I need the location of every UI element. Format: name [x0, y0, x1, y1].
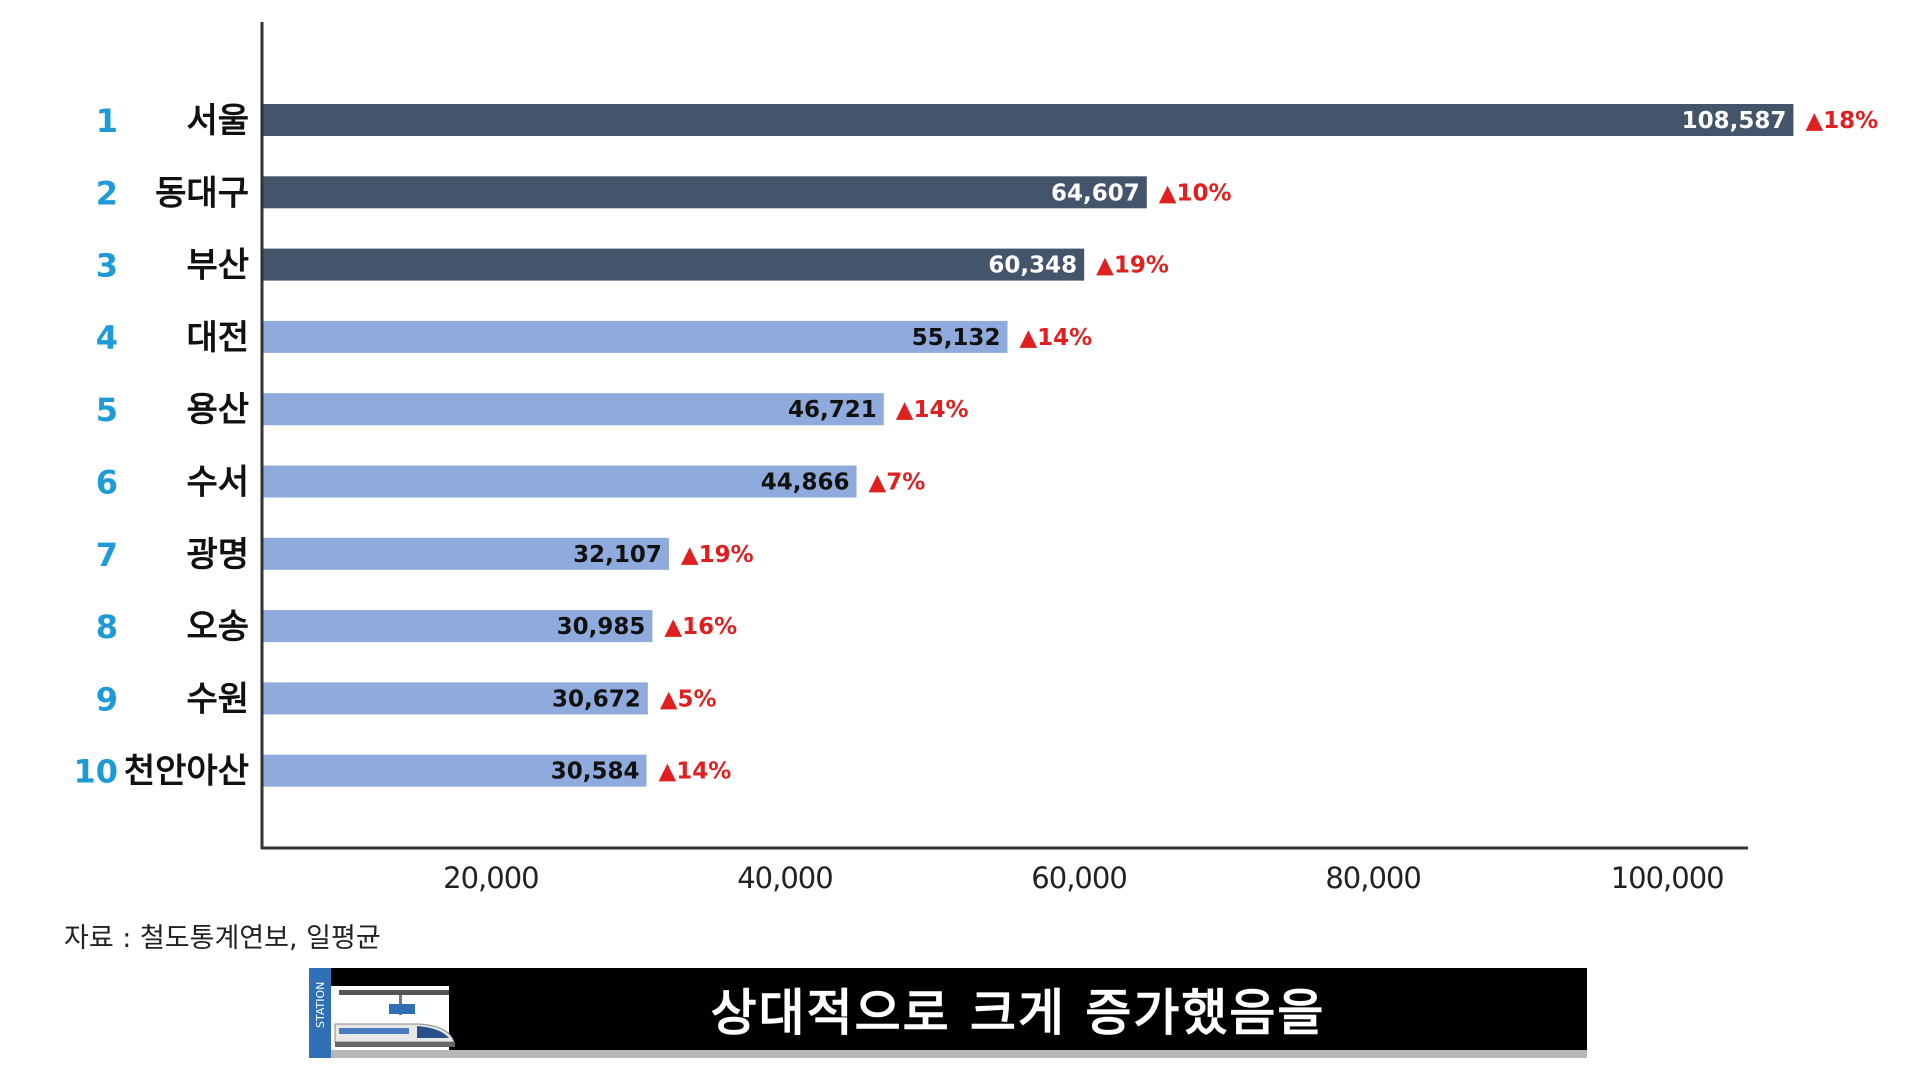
- rank-label-7: 7: [96, 536, 118, 574]
- value-label-5: 46,721: [788, 397, 877, 423]
- bar-2: [263, 176, 1147, 209]
- rank-label-9: 9: [96, 680, 118, 718]
- bar-5: [263, 393, 884, 426]
- bar-9: [263, 682, 648, 715]
- station-label-4: 대전: [186, 318, 249, 358]
- value-label-2: 64,607: [1051, 180, 1140, 206]
- train-station-icon: STATION: [309, 968, 459, 1058]
- rank-label-6: 6: [96, 464, 118, 502]
- rank-label-3: 3: [96, 247, 118, 285]
- change-label-5: ▲14%: [896, 397, 969, 423]
- rank-label-1: 1: [96, 102, 118, 140]
- change-label-8: ▲16%: [664, 614, 737, 640]
- station-label-8: 오송: [186, 607, 249, 647]
- value-label-9: 30,672: [552, 686, 641, 712]
- bar-1: [263, 104, 1794, 136]
- station-label-9: 수원: [186, 679, 249, 719]
- station-label-1: 서울: [186, 101, 249, 141]
- x-tick-label-1: 20,000: [443, 861, 538, 895]
- rank-label-5: 5: [96, 391, 118, 429]
- bar-6: [263, 465, 857, 498]
- banner-underline: [309, 1050, 1587, 1058]
- x-tick-label-3: 60,000: [1031, 861, 1126, 895]
- station-label: STATION: [314, 982, 327, 1028]
- banner-background: [309, 968, 1587, 1050]
- rank-label-4: 4: [96, 319, 118, 357]
- bar-4: [263, 320, 1008, 353]
- source-note: 자료 : 철도통계연보, 일평균: [64, 923, 381, 954]
- value-label-8: 30,985: [557, 614, 646, 640]
- value-label-3: 60,348: [988, 253, 1077, 279]
- x-tick-label-2: 40,000: [737, 861, 832, 895]
- rank-label-2: 2: [96, 174, 118, 212]
- value-label-7: 32,107: [573, 542, 662, 568]
- station-label-3: 부산: [186, 246, 249, 286]
- change-label-9: ▲5%: [660, 686, 717, 712]
- change-label-10: ▲14%: [659, 759, 732, 785]
- x-tick-label-4: 80,000: [1325, 861, 1420, 895]
- x-tick-label-5: 100,000: [1611, 861, 1724, 895]
- value-label-1: 108,587: [1682, 108, 1787, 134]
- station-label-6: 수서: [186, 463, 249, 503]
- bar-7: [263, 537, 669, 570]
- bar-10: [263, 754, 647, 787]
- station-label-5: 용산: [186, 390, 249, 430]
- station-label-10: 천안아산: [124, 752, 249, 792]
- change-label-3: ▲19%: [1096, 253, 1169, 279]
- bar-8: [263, 610, 653, 643]
- change-label-7: ▲19%: [681, 542, 754, 568]
- subtitle-banner: STATION 상대적으로 크게 증가했음을: [309, 968, 1587, 1058]
- rank-label-10: 10: [73, 753, 118, 791]
- value-label-6: 44,866: [761, 470, 850, 496]
- banner-text: 상대적으로 크게 증가했음을: [710, 984, 1326, 1042]
- station-label-2: 동대구: [155, 173, 249, 213]
- change-label-4: ▲14%: [1019, 325, 1092, 351]
- bar-3: [263, 248, 1085, 281]
- value-label-10: 30,584: [551, 759, 640, 785]
- change-label-6: ▲7%: [869, 470, 926, 496]
- value-label-4: 55,132: [912, 325, 1001, 351]
- change-label-2: ▲10%: [1159, 180, 1232, 206]
- rank-label-8: 8: [96, 608, 118, 646]
- station-label-7: 광명: [186, 535, 249, 575]
- change-label-1: ▲18%: [1805, 108, 1878, 134]
